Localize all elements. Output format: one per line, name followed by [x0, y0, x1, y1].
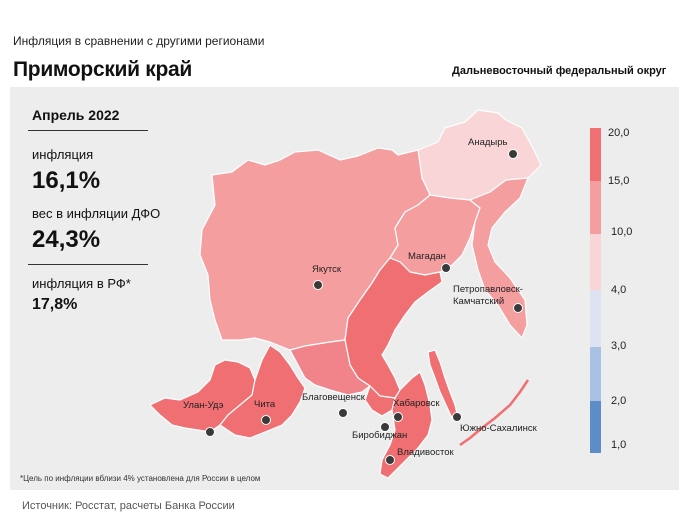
- legend-tick: 10,0: [611, 226, 633, 238]
- legend-tick: 20,0: [608, 127, 630, 139]
- divider: [28, 130, 148, 131]
- weight-value: 24,3%: [32, 226, 101, 253]
- city-dot-magadan: [441, 263, 451, 273]
- city-dot-blagoveshchensk: [338, 408, 348, 418]
- legend-swatch: [590, 347, 601, 401]
- region-jewish: [364, 385, 396, 417]
- city-dot-petropavlovsk: [513, 303, 523, 313]
- page-title: Приморский край: [13, 58, 193, 81]
- russia-inflation-label: инфляция в РФ*: [32, 276, 131, 291]
- region-zabaykalsky: [219, 344, 306, 439]
- page-subtitle: Инфляция в сравнении с другими регионами: [13, 34, 265, 48]
- city-label-yuzhno: Южно-Сахалинск: [460, 423, 537, 434]
- city-dot-yakutsk: [313, 280, 323, 290]
- russia-inflation-value: 17,8%: [32, 296, 78, 313]
- source-note: Источник: Росстат, расчеты Банка России: [22, 500, 235, 512]
- legend-tick: 3,0: [611, 340, 627, 352]
- city-dot-ulan-ude: [205, 427, 215, 437]
- region-map: [149, 109, 542, 479]
- city-dot-yuzhno: [452, 412, 462, 422]
- inflation-value: 16,1%: [32, 167, 101, 194]
- legend-swatch: [590, 234, 601, 290]
- city-label-blagoveshchensk: Благовещенск: [302, 392, 365, 403]
- city-label-ulan-ude: Улан-Удэ: [183, 400, 224, 411]
- city-dot-chita: [261, 415, 271, 425]
- period-label: Апрель 2022: [32, 107, 120, 123]
- inflation-label: инфляция: [32, 147, 94, 162]
- city-label-petropavlovsk-2: Камчатский: [453, 296, 505, 307]
- region-kamchatka: [469, 177, 529, 339]
- city-label-chita: Чита: [254, 399, 276, 410]
- region-primorsky: [379, 371, 433, 479]
- city-dot-birobidzhan: [380, 422, 390, 432]
- legend-tick: 15,0: [608, 175, 630, 187]
- region-kurils: [459, 379, 530, 447]
- city-label-birobidzhan: Биробиджан: [352, 430, 408, 441]
- city-dot-vladivostok: [385, 455, 395, 465]
- city-label-vladivostok: Владивосток: [397, 447, 454, 458]
- city-label-petropavlovsk-1: Петропавловск-: [453, 284, 523, 295]
- city-dot-khabarovsk: [393, 412, 403, 422]
- city-label-khabarovsk: Хабаровск: [393, 398, 440, 409]
- city-dot-anadyr: [508, 149, 518, 159]
- legend-swatch: [590, 181, 601, 234]
- city-label-yakutsk: Якутск: [312, 264, 342, 275]
- footnote: *Цель по инфляции вблизи 4% установлена …: [20, 474, 261, 483]
- city-label-magadan: Магадан: [408, 251, 446, 262]
- city-label-anadyr: Анадырь: [468, 137, 508, 148]
- legend-swatch: [590, 290, 601, 347]
- legend-tick: 4,0: [611, 284, 627, 296]
- legend-swatch: [590, 401, 601, 453]
- weight-label: вес в инфляции ДФО: [32, 206, 161, 221]
- divider: [28, 264, 148, 265]
- legend-swatch: [590, 128, 601, 181]
- district-label: Дальневосточный федеральный округ: [452, 65, 667, 77]
- region-amur: [289, 339, 371, 396]
- legend-tick: 1,0: [611, 439, 627, 451]
- legend-tick: 2,0: [611, 395, 627, 407]
